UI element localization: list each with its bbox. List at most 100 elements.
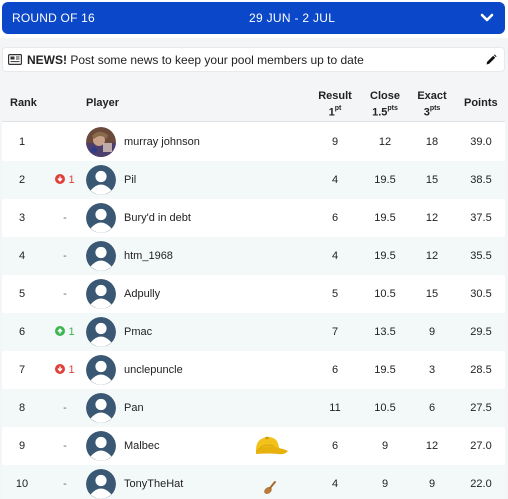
- row-movement: -: [52, 199, 78, 237]
- row-player-name[interactable]: htm_1968: [124, 250, 173, 262]
- row-player-name[interactable]: Malbec: [124, 440, 160, 452]
- row-close: 9: [381, 440, 389, 452]
- avatar[interactable]: [86, 165, 116, 195]
- arrow-down-circle-icon: [55, 364, 66, 374]
- avatar[interactable]: [86, 127, 116, 157]
- table-row[interactable]: 6 1 Pmac 7 13.5 9 29.5: [2, 313, 505, 351]
- header-result-points: 1pt: [317, 103, 353, 120]
- table-row[interactable]: 2 1 Pil 4 19.5 15 38.5: [2, 161, 505, 199]
- row-close: 19.5: [374, 174, 396, 186]
- row-player-name[interactable]: Bury'd in debt: [124, 212, 191, 224]
- table-row[interactable]: 8 - Pan 11 10.5 6 27.5: [2, 389, 505, 427]
- newspaper-icon: [8, 54, 22, 65]
- row-player-name[interactable]: murray johnson: [124, 136, 200, 148]
- news-message: NEWS! Post some news to keep your pool m…: [27, 53, 364, 67]
- header-exact-points: 3pts: [414, 103, 450, 120]
- row-result: 4: [331, 250, 339, 262]
- row-movement-value: -: [63, 478, 67, 490]
- wooden-spoon-icon: [264, 481, 276, 494]
- row-close: 10.5: [374, 402, 396, 414]
- row-rank: 8: [18, 402, 26, 414]
- table-row[interactable]: 1 murray johnson 9 12 18 39.0: [2, 123, 505, 161]
- row-rank: 9: [18, 440, 26, 452]
- avatar[interactable]: [86, 431, 116, 461]
- row-movement: -: [52, 237, 78, 275]
- row-movement: 1: [52, 313, 78, 351]
- table-header: Rank Player Result 1pt Close 1.5pts Exac…: [2, 83, 505, 122]
- row-movement-value: 1: [68, 364, 75, 376]
- row-result: 6: [331, 212, 339, 224]
- row-exact: 3: [428, 364, 436, 376]
- chevron-down-icon[interactable]: [480, 12, 494, 24]
- row-movement: [52, 123, 78, 161]
- row-points: 22.0: [470, 478, 492, 490]
- avatar[interactable]: [86, 279, 116, 309]
- round-dates: 29 JUN - 2 JUL: [249, 11, 336, 25]
- result-points-unit: pt: [334, 105, 342, 112]
- header-points: Points: [464, 97, 498, 109]
- header-rank: Rank: [10, 97, 37, 109]
- row-player-name[interactable]: Adpully: [124, 288, 161, 300]
- header-exact: Exact 3pts: [414, 90, 450, 120]
- yellow-cap-icon: [256, 436, 288, 455]
- row-movement-value: -: [63, 288, 67, 300]
- avatar[interactable]: [86, 393, 116, 423]
- avatar[interactable]: [86, 469, 116, 499]
- row-close: 19.5: [374, 250, 396, 262]
- row-points: 29.5: [470, 326, 492, 338]
- row-exact: 12: [425, 250, 439, 262]
- pencil-edit-icon[interactable]: [485, 54, 497, 66]
- row-result: 4: [331, 478, 339, 490]
- row-exact: 9: [428, 478, 436, 490]
- row-close: 10.5: [374, 288, 396, 300]
- avatar[interactable]: [86, 355, 116, 385]
- row-points: 35.5: [470, 250, 492, 262]
- close-points-value: 1.5: [372, 106, 388, 119]
- news-label: NEWS!: [27, 53, 67, 67]
- avatar[interactable]: [86, 317, 116, 347]
- table-row[interactable]: 10 - TonyTheHat 4 9 9 22.0: [2, 465, 505, 499]
- row-points: 39.0: [470, 136, 492, 148]
- row-points: 27.0: [470, 440, 492, 452]
- row-exact: 6: [428, 402, 436, 414]
- row-result: 4: [331, 174, 339, 186]
- avatar[interactable]: [86, 241, 116, 271]
- table-row[interactable]: 5 - Adpully 5 10.5 15 30.5: [2, 275, 505, 313]
- row-exact: 15: [425, 288, 439, 300]
- row-player-name[interactable]: TonyTheHat: [124, 478, 184, 490]
- table-row[interactable]: 7 1 unclepuncle 6 19.5 3 28.5: [2, 351, 505, 389]
- table-row[interactable]: 3 - Bury'd in debt 6 19.5 12 37.5: [2, 199, 505, 237]
- row-points: 27.5: [470, 402, 492, 414]
- row-close: 13.5: [374, 326, 396, 338]
- row-player-name[interactable]: Pan: [124, 402, 144, 414]
- row-player-name[interactable]: Pmac: [124, 326, 153, 338]
- row-exact: 18: [425, 136, 439, 148]
- row-rank: 10: [15, 478, 29, 490]
- row-close: 19.5: [374, 364, 396, 376]
- table-row[interactable]: 9 - Malbec 6 9 12 27.0: [2, 427, 505, 465]
- round-selector[interactable]: ROUND OF 16 29 JUN - 2 JUL: [2, 2, 505, 34]
- row-rank: 6: [18, 326, 26, 338]
- avatar[interactable]: [86, 203, 116, 233]
- row-result: 6: [331, 364, 339, 376]
- row-result: 11: [329, 402, 341, 414]
- row-movement: 1: [52, 351, 78, 389]
- header-close-points: 1.5pts: [366, 103, 404, 120]
- row-movement-value: -: [63, 212, 67, 224]
- row-player-name[interactable]: Pil: [124, 174, 137, 186]
- row-exact: 9: [428, 326, 436, 338]
- row-movement-value: -: [63, 402, 67, 414]
- row-movement-value: 1: [68, 174, 75, 186]
- result-points-value: 1: [328, 106, 335, 119]
- row-movement: -: [52, 275, 78, 313]
- row-movement-value: -: [63, 440, 67, 452]
- row-result: 5: [331, 288, 339, 300]
- row-rank: 2: [18, 174, 26, 186]
- row-points: 37.5: [470, 212, 492, 224]
- arrow-down-circle-icon: [55, 174, 66, 184]
- table-row[interactable]: 4 - htm_1968 4 19.5 12 35.5: [2, 237, 505, 275]
- row-exact: 12: [425, 440, 439, 452]
- row-result: 6: [331, 440, 339, 452]
- arrow-up-circle-icon: [55, 326, 66, 336]
- row-player-name[interactable]: unclepuncle: [124, 364, 183, 376]
